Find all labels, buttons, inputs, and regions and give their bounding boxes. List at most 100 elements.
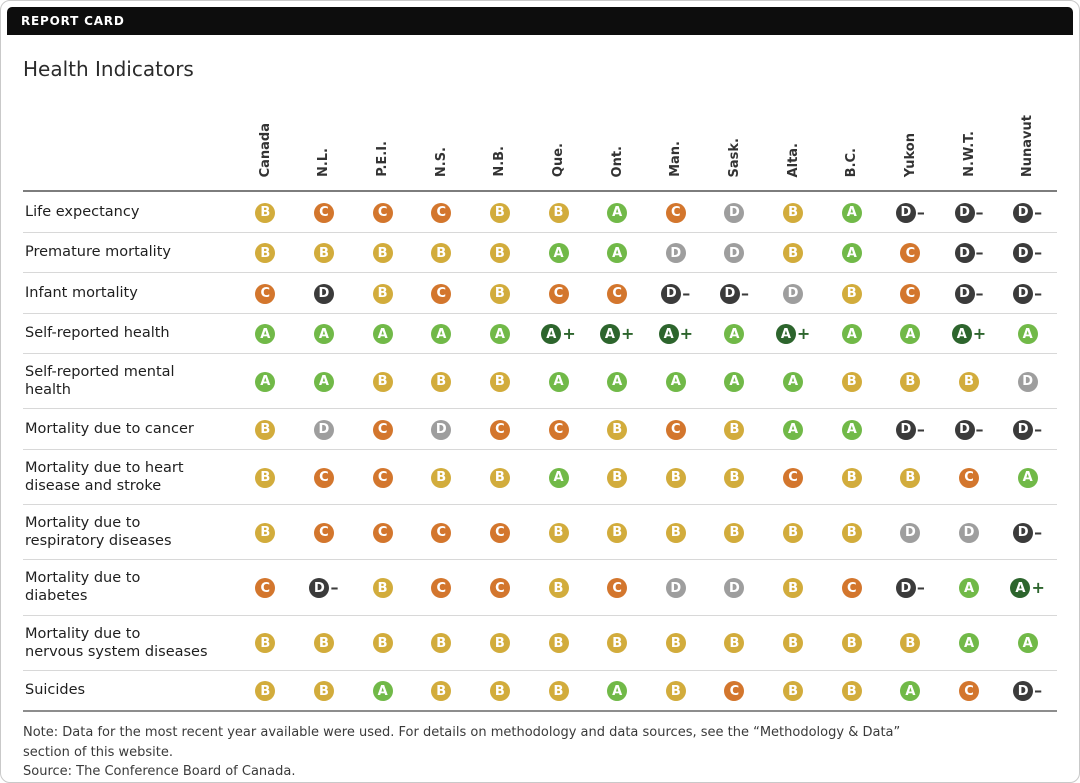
grade-badge-group: A — [724, 324, 745, 344]
column-header-man: Man. — [646, 89, 706, 192]
grade-cell: A — [822, 408, 882, 450]
grade-badge-group: C — [372, 467, 393, 488]
grade-cell: A — [411, 313, 471, 354]
grade-badge-group: B — [548, 578, 569, 599]
column-header-yukon: Yukon — [881, 89, 940, 192]
grade-badge: B — [489, 202, 510, 223]
grade-badge: B — [783, 202, 804, 223]
grade-cell: C — [939, 449, 999, 506]
grade-cell: B — [529, 670, 588, 713]
row-label: Self-reported health — [23, 313, 236, 354]
column-header-label: Man. — [668, 141, 684, 177]
grade-badge: B — [548, 633, 569, 654]
grade-cell: A + — [529, 313, 588, 354]
grade-badge-group: B — [255, 202, 276, 223]
grade-badge-group: D — [665, 578, 686, 599]
grade-badge: A — [775, 324, 796, 344]
grade-badge: C — [313, 467, 334, 488]
grade-badge: D — [661, 283, 682, 304]
grade-cell: B — [763, 615, 823, 671]
grade-badge-group: B — [841, 371, 862, 392]
grade-cell: B — [353, 232, 412, 273]
grade-badge: A — [541, 324, 562, 344]
grade-badge: B — [665, 467, 686, 488]
grade-badge: D — [719, 283, 740, 304]
grade-badge-group: B — [255, 681, 276, 702]
grade-cell: D – — [646, 272, 706, 314]
grade-badge: A — [255, 371, 276, 392]
grade-badge: D — [665, 578, 686, 599]
grade-cell: B — [294, 615, 354, 671]
grade-badge-group: B — [489, 283, 510, 304]
grade-badge-group: A — [607, 202, 628, 223]
grade-cell: B — [763, 670, 823, 713]
table-row: Infant mortality C D B C B C C D – D – D B C D – D – — [23, 272, 1057, 314]
grade-badge-group: B — [724, 522, 745, 543]
grade-badge-group: B — [489, 202, 510, 223]
grade-badge: B — [607, 633, 628, 654]
grade-badge-group: B — [372, 633, 393, 654]
grade-badge: C — [489, 522, 510, 543]
grade-badge: B — [489, 633, 510, 654]
grade-badge-group: D – — [1013, 243, 1042, 263]
grade-badge: A — [372, 681, 393, 702]
grade-badge-group: B — [841, 467, 862, 488]
report-card-label: REPORT CARD — [21, 14, 125, 28]
grade-badge-group: B — [489, 633, 510, 654]
grade-cell: B — [529, 504, 588, 561]
grade-badge-group: D — [665, 243, 686, 263]
grade-badge-group: B — [489, 467, 510, 488]
grade-cell: A — [646, 353, 706, 410]
row-label: Mortality due to nervous system diseases — [23, 615, 236, 671]
grade-badge: B — [783, 522, 804, 543]
grade-badge-group: C — [665, 419, 686, 440]
grade-badge: B — [431, 371, 452, 392]
grade-badge-group: A + — [541, 324, 576, 344]
grade-badge: D — [1013, 681, 1034, 702]
grade-suffix: – — [1034, 522, 1043, 542]
grade-badge: A — [607, 243, 628, 263]
grade-cell: B — [470, 615, 530, 671]
grade-cell: D — [998, 353, 1057, 410]
grade-badge-group: B — [841, 633, 862, 654]
grade-badge-group: B — [783, 202, 804, 223]
grade-badge: C — [313, 522, 334, 543]
grade-badge: A — [1010, 578, 1031, 599]
grade-cell: D – — [939, 191, 999, 233]
grade-badge: C — [607, 283, 628, 304]
grade-cell: B — [822, 615, 882, 671]
grade-badge-group: B — [431, 681, 452, 702]
grade-badge-group: C — [431, 283, 452, 304]
grade-badge-group: D — [724, 202, 745, 223]
grade-badge: C — [489, 419, 510, 440]
grade-badge-group: C — [431, 202, 452, 223]
grade-cell: B — [763, 559, 823, 616]
grade-badge-group: A — [313, 324, 334, 344]
grade-badge: B — [841, 371, 862, 392]
grade-cell: D — [646, 559, 706, 616]
grade-cell: B — [470, 272, 530, 314]
grade-cell: C — [822, 559, 882, 616]
grade-cell: C — [411, 559, 471, 616]
grade-cell: A — [939, 615, 999, 671]
grade-badge: C — [431, 283, 452, 304]
grade-cell: C — [294, 504, 354, 561]
grade-badge: D — [313, 283, 334, 304]
column-header-label: N.B. — [492, 146, 508, 177]
grade-badge-group: C — [489, 522, 510, 543]
grade-badge: A — [841, 419, 862, 440]
grade-cell: D — [411, 408, 471, 450]
grade-cell: B — [763, 232, 823, 273]
grade-badge-group: A — [1017, 324, 1038, 344]
grade-badge-group: A — [313, 371, 334, 392]
column-header-label: Alta. — [785, 142, 801, 177]
grade-badge-group: A — [372, 681, 393, 702]
grade-cell: A — [998, 449, 1057, 506]
grade-badge-group: C — [665, 202, 686, 223]
grade-cell: B — [822, 670, 882, 713]
grade-cell: B — [705, 615, 764, 671]
column-header-label: Sask. — [726, 137, 742, 177]
grade-badge-group: B — [783, 522, 804, 543]
grade-cell: A + — [587, 313, 647, 354]
grade-badge: A — [900, 681, 921, 702]
